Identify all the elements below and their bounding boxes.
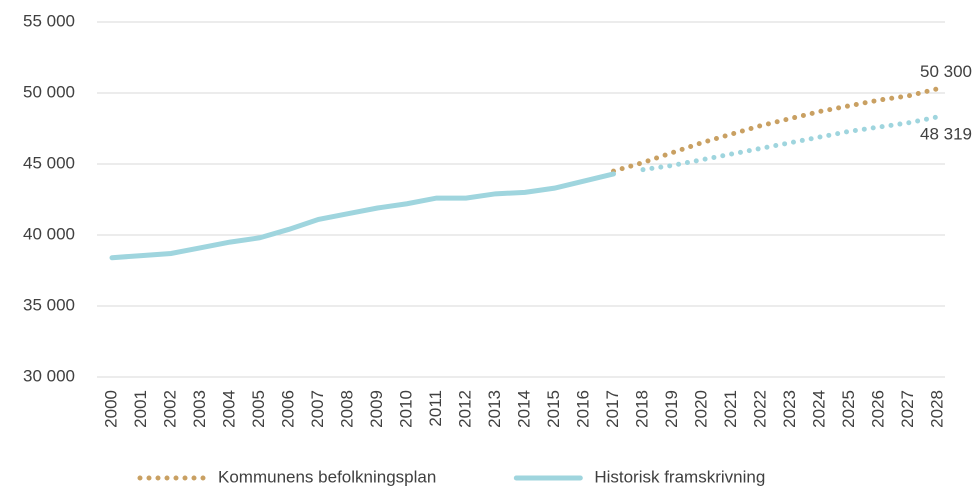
y-tick-label: 30 000 xyxy=(23,366,75,385)
x-tick-label: 2022 xyxy=(750,390,769,428)
x-tick-label: 2023 xyxy=(780,390,799,428)
y-tick-label: 45 000 xyxy=(23,153,75,172)
series-line xyxy=(109,171,616,261)
x-tick-label: 2021 xyxy=(721,390,740,428)
series-line xyxy=(611,86,941,174)
y-tick-label: 35 000 xyxy=(23,295,75,314)
x-tick-label: 2002 xyxy=(160,390,179,428)
x-tick-label: 2008 xyxy=(337,390,356,428)
x-tick-label: 2013 xyxy=(485,390,504,428)
x-tick-label: 2009 xyxy=(367,390,386,428)
x-tick-label: 2017 xyxy=(603,390,622,428)
data-label: 48 319 xyxy=(920,124,972,143)
x-tick-label: 2010 xyxy=(396,390,415,428)
x-tick-label: 2014 xyxy=(514,390,533,428)
x-tick-label: 2026 xyxy=(868,390,887,428)
x-tick-label: 2020 xyxy=(691,390,710,428)
y-tick-label: 50 000 xyxy=(23,82,75,101)
x-tick-label: 2016 xyxy=(573,390,592,428)
x-tick-label: 2027 xyxy=(898,390,917,428)
x-tick-label: 2000 xyxy=(101,390,120,428)
x-tick-label: 2007 xyxy=(308,390,327,428)
x-tick-label: 2012 xyxy=(455,390,474,428)
x-tick-label: 2028 xyxy=(927,390,946,428)
series-line xyxy=(640,114,941,173)
y-tick-label: 55 000 xyxy=(23,11,75,30)
y-tick-label: 40 000 xyxy=(23,224,75,243)
x-tick-label: 2005 xyxy=(249,390,268,428)
x-tick-label: 2015 xyxy=(544,390,563,428)
x-tick-label: 2025 xyxy=(839,390,858,428)
x-tick-label: 2024 xyxy=(809,390,828,428)
x-tick-label: 2001 xyxy=(131,390,150,428)
x-tick-label: 2003 xyxy=(190,390,209,428)
legend-label: Kommunens befolkningsplan xyxy=(218,467,436,486)
data-label: 50 300 xyxy=(920,62,972,81)
x-tick-label: 2011 xyxy=(426,390,445,427)
x-tick-label: 2004 xyxy=(219,390,238,428)
legend-label: Historisk framskrivning xyxy=(594,467,765,486)
x-tick-label: 2019 xyxy=(662,390,681,428)
x-tick-label: 2006 xyxy=(278,390,297,428)
x-tick-label: 2018 xyxy=(632,390,651,428)
